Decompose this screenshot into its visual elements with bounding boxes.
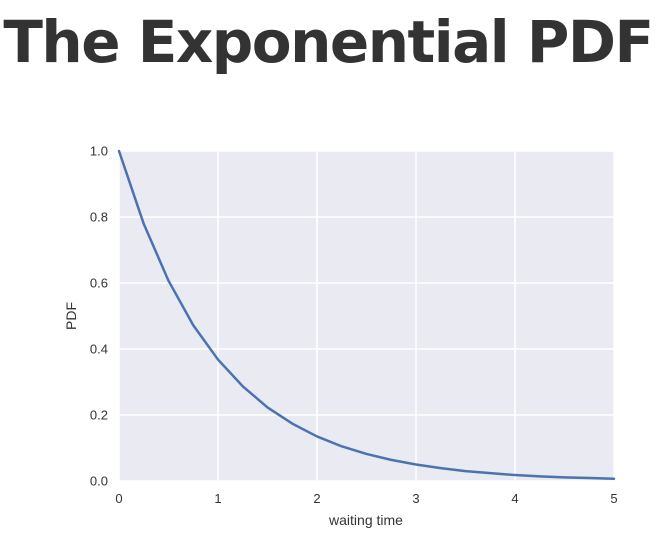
y-tick-label: 0.4 [90, 342, 108, 357]
y-tick-label: 0.2 [90, 408, 108, 423]
x-tick-label: 0 [115, 491, 122, 506]
y-tick-label: 0.0 [90, 474, 108, 489]
y-axis-label: PDF [63, 302, 79, 330]
y-tick-label: 1.0 [90, 144, 108, 159]
y-tick-labels: 0.0 0.2 0.4 0.6 0.8 1.0 [90, 144, 108, 489]
pdf-curve-line [117, 149, 616, 480]
x-tick-label: 1 [214, 491, 221, 506]
x-tick-label: 2 [313, 491, 320, 506]
x-tick-label: 4 [511, 491, 518, 506]
plot-area [119, 151, 614, 481]
y-tick-label: 0.6 [90, 276, 108, 291]
y-tick-label: 0.8 [90, 210, 108, 225]
x-axis-label: waiting time [328, 512, 403, 528]
x-tick-labels: 0 1 2 3 4 5 [115, 491, 617, 506]
series-layer [117, 149, 616, 480]
grid-lines [118, 150, 615, 482]
page-title: The Exponential PDF [3, 8, 654, 76]
x-tick-label: 3 [412, 491, 419, 506]
x-tick-label: 5 [610, 491, 617, 506]
